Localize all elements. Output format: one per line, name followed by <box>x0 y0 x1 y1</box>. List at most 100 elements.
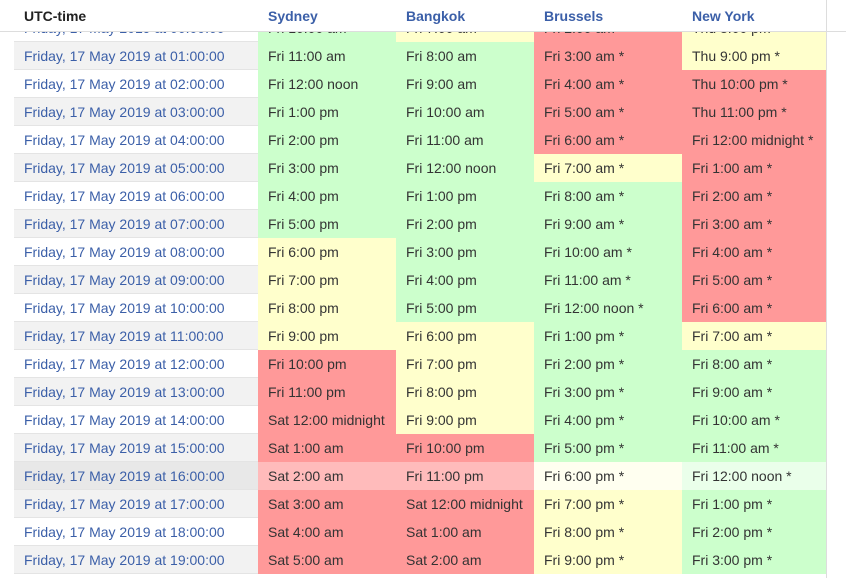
time-cell: Fri 4:00 pm <box>258 182 396 210</box>
utc-time-link[interactable]: Friday, 17 May 2019 at 11:00:00 <box>14 322 258 350</box>
time-cell: Fri 4:00 am * <box>534 70 682 98</box>
time-cell: Fri 8:00 pm <box>396 378 534 406</box>
time-cell: Fri 6:00 pm <box>258 238 396 266</box>
utc-time-link[interactable]: Friday, 17 May 2019 at 14:00:00 <box>14 406 258 434</box>
time-cell: Sat 2:00 am <box>258 462 396 490</box>
time-cell: Sat 4:00 am <box>258 518 396 546</box>
time-cell: Fri 11:00 am <box>258 42 396 70</box>
time-cell: Sat 2:00 am <box>396 546 534 574</box>
utc-time-link[interactable]: Friday, 17 May 2019 at 01:00:00 <box>14 42 258 70</box>
time-cell: Fri 11:00 pm <box>396 462 534 490</box>
time-cell: Fri 1:00 pm * <box>682 490 826 518</box>
time-cell: Fri 8:00 pm * <box>534 518 682 546</box>
utc-time-link[interactable]: Friday, 17 May 2019 at 17:00:00 <box>14 490 258 518</box>
time-cell: Fri 3:00 pm * <box>682 546 826 574</box>
time-cell: Fri 2:00 pm <box>396 210 534 238</box>
utc-time-link[interactable]: Friday, 17 May 2019 at 03:00:00 <box>14 98 258 126</box>
time-cell: Fri 12:00 noon <box>396 154 534 182</box>
time-cell: Fri 3:00 pm <box>258 154 396 182</box>
time-cell: Fri 2:00 pm * <box>534 350 682 378</box>
utc-time-link[interactable]: Friday, 17 May 2019 at 15:00:00 <box>14 434 258 462</box>
time-cell: Fri 10:00 pm <box>258 350 396 378</box>
time-cell: Fri 10:00 am <box>396 98 534 126</box>
utc-time-link[interactable]: Friday, 17 May 2019 at 08:00:00 <box>14 238 258 266</box>
time-cell: Fri 8:00 pm <box>258 294 396 322</box>
utc-time-link[interactable]: Friday, 17 May 2019 at 09:00:00 <box>14 266 258 294</box>
utc-time-link[interactable]: Friday, 17 May 2019 at 18:00:00 <box>14 518 258 546</box>
utc-time-link[interactable]: Friday, 17 May 2019 at 19:00:00 <box>14 546 258 574</box>
utc-time-link[interactable]: Friday, 17 May 2019 at 16:00:00 <box>14 462 258 490</box>
time-cell: Fri 1:00 pm <box>258 98 396 126</box>
time-cell: Fri 3:00 pm * <box>534 378 682 406</box>
time-cell: Fri 9:00 pm * <box>534 546 682 574</box>
time-cell: Fri 1:00 am * <box>682 154 826 182</box>
time-cell: Fri 9:00 am * <box>682 378 826 406</box>
column-header: UTC-time <box>24 8 87 24</box>
time-cell: Fri 8:00 am <box>396 42 534 70</box>
utc-time-link[interactable]: Friday, 17 May 2019 at 05:00:00 <box>14 154 258 182</box>
time-cell: Fri 10:00 pm <box>396 434 534 462</box>
time-cell: Fri 9:00 am <box>396 70 534 98</box>
utc-time-link[interactable]: Friday, 17 May 2019 at 12:00:00 <box>14 350 258 378</box>
time-cell: Fri 6:00 am * <box>534 126 682 154</box>
time-cell: Fri 7:00 am * <box>682 322 826 350</box>
time-cell: Fri 3:00 pm <box>396 238 534 266</box>
time-cell: Sat 5:00 am <box>258 546 396 574</box>
time-cell: Fri 5:00 pm * <box>534 434 682 462</box>
time-cell: Fri 11:00 pm <box>258 378 396 406</box>
time-cell: Fri 9:00 pm <box>396 406 534 434</box>
time-cell: Fri 2:00 pm * <box>682 518 826 546</box>
time-cell: Fri 1:00 pm <box>396 182 534 210</box>
time-cell: Fri 9:00 am * <box>534 210 682 238</box>
time-cell: Fri 12:00 noon * <box>682 462 826 490</box>
time-cell: Fri 7:00 pm <box>396 350 534 378</box>
time-cell: Thu 9:00 pm * <box>682 42 826 70</box>
time-cell: Fri 6:00 am * <box>682 294 826 322</box>
utc-time-link[interactable]: Friday, 17 May 2019 at 13:00:00 <box>14 378 258 406</box>
time-cell: Fri 11:00 am <box>396 126 534 154</box>
time-cell: Thu 10:00 pm * <box>682 70 826 98</box>
utc-time-link[interactable]: Friday, 17 May 2019 at 06:00:00 <box>14 182 258 210</box>
utc-time-link[interactable]: Friday, 17 May 2019 at 10:00:00 <box>14 294 258 322</box>
time-cell: Fri 11:00 am * <box>682 434 826 462</box>
time-cell: Fri 5:00 am * <box>682 266 826 294</box>
column-header: Brussels <box>544 8 604 24</box>
time-cell: Fri 12:00 noon <box>258 70 396 98</box>
time-cell: Fri 7:00 am * <box>534 154 682 182</box>
utc-time-link[interactable]: Friday, 17 May 2019 at 02:00:00 <box>14 70 258 98</box>
time-cell: Fri 12:00 midnight * <box>682 126 826 154</box>
time-cell: Fri 10:00 am * <box>534 238 682 266</box>
utc-time-link[interactable]: Friday, 17 May 2019 at 07:00:00 <box>14 210 258 238</box>
time-cell: Fri 4:00 pm * <box>534 406 682 434</box>
time-cell: Fri 8:00 am * <box>682 350 826 378</box>
time-cell: Fri 12:00 noon * <box>534 294 682 322</box>
utc-time-link[interactable]: Friday, 17 May 2019 at 04:00:00 <box>14 126 258 154</box>
time-cell: Fri 2:00 am * <box>682 182 826 210</box>
time-cell: Fri 10:00 am * <box>682 406 826 434</box>
column-header: New York <box>692 8 755 24</box>
time-cell: Fri 5:00 pm <box>258 210 396 238</box>
time-cell: Sat 3:00 am <box>258 490 396 518</box>
column-header: Bangkok <box>406 8 466 24</box>
time-cell: Sat 1:00 am <box>396 518 534 546</box>
time-cell: Fri 3:00 am * <box>682 210 826 238</box>
time-cell: Fri 1:00 pm * <box>534 322 682 350</box>
time-cell: Fri 6:00 pm <box>396 322 534 350</box>
time-cell: Fri 4:00 pm <box>396 266 534 294</box>
table-header: UTC-time Sydney Bangkok Brussels New York <box>0 0 846 32</box>
time-cell: Sat 12:00 midnight <box>258 406 396 434</box>
time-cell: Fri 2:00 pm <box>258 126 396 154</box>
time-cell: Fri 7:00 pm * <box>534 490 682 518</box>
time-cell: Fri 5:00 am * <box>534 98 682 126</box>
time-cell: Sat 1:00 am <box>258 434 396 462</box>
time-cell: Fri 11:00 am * <box>534 266 682 294</box>
time-cell: Fri 4:00 am * <box>682 238 826 266</box>
time-cell: Fri 9:00 pm <box>258 322 396 350</box>
time-cell: Fri 5:00 pm <box>396 294 534 322</box>
time-cell: Thu 11:00 pm * <box>682 98 826 126</box>
time-cell: Fri 8:00 am * <box>534 182 682 210</box>
time-cell: Fri 6:00 pm * <box>534 462 682 490</box>
time-cell: Sat 12:00 midnight <box>396 490 534 518</box>
column-header: Sydney <box>268 8 318 24</box>
